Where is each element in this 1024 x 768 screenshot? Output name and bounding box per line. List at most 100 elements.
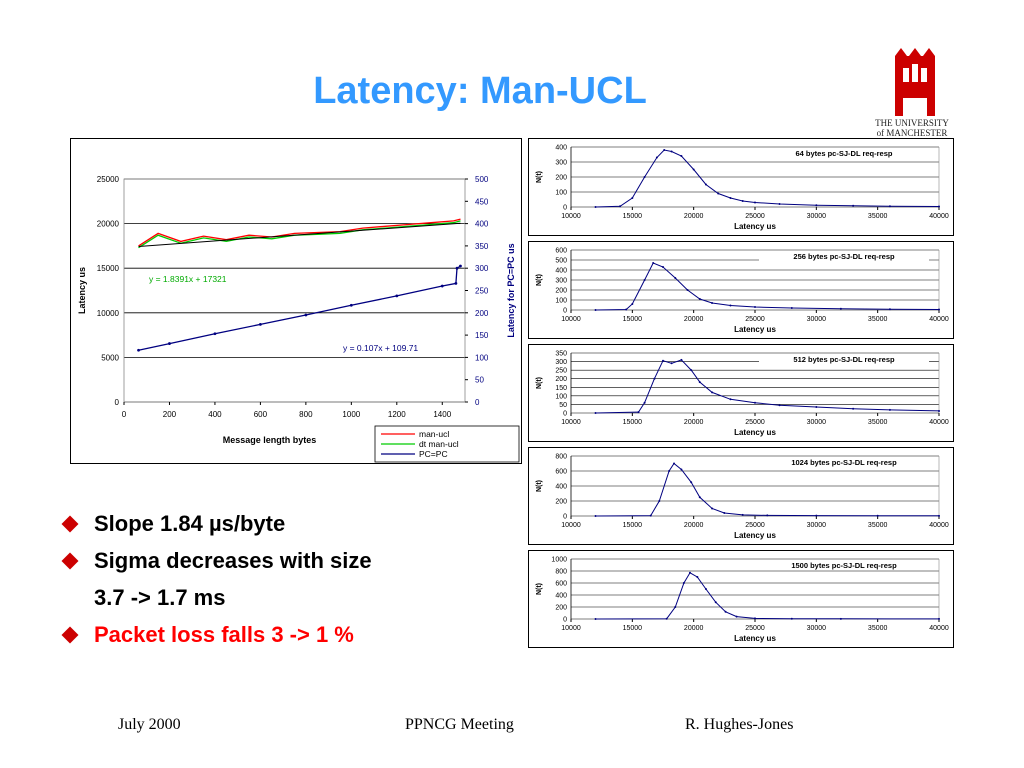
slide-title: Latency: Man-UCL — [313, 70, 647, 112]
x-tick-label: 40000 — [929, 213, 949, 220]
x-tick-label: 40000 — [929, 522, 949, 529]
x-tick-label: 25000 — [745, 213, 765, 220]
x-axis-label: Latency us — [734, 222, 776, 231]
data-point — [815, 514, 818, 517]
y-tick-label: 300 — [555, 359, 567, 366]
x-tick-label: 15000 — [623, 213, 643, 220]
chart-title-bg — [759, 251, 929, 261]
data-point — [213, 332, 217, 336]
bullet-list: Slope 1.84 µs/byte Sigma decreases with … — [61, 505, 372, 653]
histogram-64-bytes: 0 100 200 300 400 10000 15000 20000 25000 30000 35… — [536, 145, 949, 232]
y-tick-label: 0 — [563, 205, 567, 212]
bullet-diamond-icon — [61, 515, 79, 532]
data-point — [741, 200, 744, 202]
data-point — [674, 606, 677, 608]
footer-date: July 2000 — [118, 716, 181, 733]
y-tick-label: 400 — [555, 593, 567, 600]
data-point — [888, 205, 891, 208]
data-point — [594, 618, 597, 620]
data-point — [440, 284, 444, 288]
data-point — [649, 514, 652, 517]
data-point — [754, 201, 756, 204]
x-tick-label: 40000 — [929, 316, 949, 323]
y-tick-label: 600 — [555, 248, 567, 255]
bullet-item: Sigma decreases with size — [61, 542, 372, 579]
y-tick-label: 100 — [555, 190, 567, 197]
x-tick-label: 35000 — [868, 419, 888, 426]
data-point — [653, 377, 656, 380]
y-tick-label: 5000 — [101, 353, 119, 362]
histogram-line — [595, 462, 939, 517]
data-point — [888, 408, 891, 411]
histogram-panel-256: 0 100 200 300 400 500 600 10000 15000 20000 25000 3… — [528, 241, 954, 339]
y2-tick-label: 300 — [475, 264, 489, 273]
chart-title: 256 bytes pc-SJ-DL req-resp — [793, 252, 895, 261]
y2-tick-label: 150 — [475, 331, 489, 340]
data-point — [938, 409, 940, 412]
histogram-1500-bytes: 0 200 400 600 800 1000 10000 15000 20000 25000 300… — [536, 557, 949, 644]
data-point — [876, 514, 879, 517]
data-point — [815, 204, 818, 207]
data-point — [717, 192, 720, 195]
data-point — [778, 404, 781, 407]
data-point — [662, 266, 664, 268]
x-tick-label: 1000 — [342, 410, 360, 419]
chart-title: 1500 bytes pc-SJ-DL req-resp — [791, 561, 897, 570]
x-tick-label: 15000 — [623, 522, 643, 529]
x-tick-label: 35000 — [868, 213, 888, 220]
x-tick-label: 600 — [254, 410, 268, 419]
chart-title-bg — [759, 354, 929, 364]
data-point — [852, 407, 855, 410]
x-axis-label: Latency us — [734, 531, 776, 540]
data-point — [643, 176, 646, 178]
y-tick-label: 800 — [555, 454, 567, 461]
footer-meeting: PPNCG Meeting — [405, 716, 514, 733]
chart-title: 64 bytes pc-SJ-DL req-resp — [796, 149, 893, 158]
data-point — [729, 304, 732, 307]
trend-line-man-ucl — [138, 222, 461, 247]
y2-tick-label: 400 — [475, 220, 489, 229]
data-point — [766, 514, 769, 517]
data-point — [454, 281, 458, 285]
data-point — [696, 576, 699, 578]
data-point — [349, 303, 353, 307]
plot-area — [123, 178, 466, 403]
data-point — [692, 168, 695, 171]
data-point — [594, 309, 597, 311]
data-point — [665, 617, 668, 620]
data-point — [690, 481, 693, 484]
x-tick-label: 35000 — [868, 625, 888, 632]
data-point — [704, 588, 707, 590]
data-point — [938, 308, 940, 311]
x-tick-label: 15000 — [623, 316, 643, 323]
data-point — [690, 369, 693, 372]
x-tick-label: 1400 — [433, 410, 451, 419]
histogram-line — [595, 149, 940, 208]
x-tick-label: 20000 — [684, 316, 704, 323]
data-point — [723, 512, 726, 514]
data-point — [839, 617, 842, 620]
y-tick-label: 0 — [563, 514, 567, 521]
x-tick-label: 10000 — [561, 316, 581, 323]
x-tick-label: 35000 — [868, 316, 888, 323]
histogram-panel-1024: 0 200 400 600 800 10000 15000 20000 25000 30000 35… — [528, 447, 954, 545]
y-tick-label: 400 — [555, 484, 567, 491]
data-point — [680, 468, 683, 471]
y-tick-label: 600 — [555, 581, 567, 588]
data-point — [688, 571, 691, 574]
y2-tick-label: 50 — [475, 376, 484, 385]
y2-tick-label: 500 — [475, 175, 489, 184]
y-tick-label: 100 — [555, 298, 567, 305]
y-axis-label: N(t) — [536, 171, 543, 183]
y2-tick-label: 200 — [475, 309, 489, 318]
bullet-item: Packet loss falls 3 -> 1 % — [61, 616, 372, 653]
histogram-line — [595, 572, 940, 620]
series-dt-man-ucl — [138, 220, 461, 249]
data-point — [815, 406, 818, 408]
data-point — [714, 601, 717, 604]
data-point — [754, 306, 756, 308]
data-point — [680, 155, 683, 157]
data-point — [594, 515, 597, 517]
y2-tick-label: 250 — [475, 287, 489, 296]
